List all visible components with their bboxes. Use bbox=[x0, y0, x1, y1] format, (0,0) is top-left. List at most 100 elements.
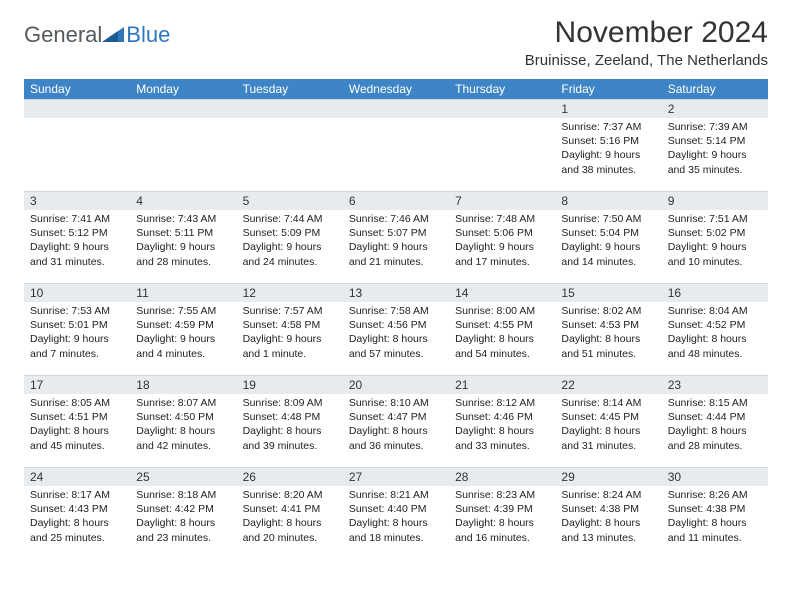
day-number: 19 bbox=[237, 375, 343, 394]
day-number: 22 bbox=[555, 375, 661, 394]
day-number: 24 bbox=[24, 467, 130, 486]
day-number: 2 bbox=[662, 99, 768, 118]
daylight-text: Daylight: 8 hours and 18 minutes. bbox=[349, 516, 443, 544]
brand-logo: General Blue bbox=[24, 16, 170, 48]
sunset-text: Sunset: 4:43 PM bbox=[30, 502, 124, 516]
calendar-day-cell: 7Sunrise: 7:48 AMSunset: 5:06 PMDaylight… bbox=[449, 191, 555, 283]
day-details: Sunrise: 8:14 AMSunset: 4:45 PMDaylight:… bbox=[555, 394, 661, 457]
calendar-day-cell: 24Sunrise: 8:17 AMSunset: 4:43 PMDayligh… bbox=[24, 467, 130, 559]
brand-triangle-icon bbox=[102, 24, 124, 47]
day-details bbox=[343, 118, 449, 124]
month-title: November 2024 bbox=[525, 16, 768, 50]
sunset-text: Sunset: 4:47 PM bbox=[349, 410, 443, 424]
day-details: Sunrise: 8:00 AMSunset: 4:55 PMDaylight:… bbox=[449, 302, 555, 365]
sunrise-text: Sunrise: 7:57 AM bbox=[243, 304, 337, 318]
day-number: 26 bbox=[237, 467, 343, 486]
daylight-text: Daylight: 8 hours and 51 minutes. bbox=[561, 332, 655, 360]
sunset-text: Sunset: 4:44 PM bbox=[668, 410, 762, 424]
calendar-day-cell: 1Sunrise: 7:37 AMSunset: 5:16 PMDaylight… bbox=[555, 99, 661, 191]
calendar-day-cell: 27Sunrise: 8:21 AMSunset: 4:40 PMDayligh… bbox=[343, 467, 449, 559]
calendar-day-cell: 8Sunrise: 7:50 AMSunset: 5:04 PMDaylight… bbox=[555, 191, 661, 283]
day-number: 8 bbox=[555, 191, 661, 210]
day-details: Sunrise: 8:07 AMSunset: 4:50 PMDaylight:… bbox=[130, 394, 236, 457]
daylight-text: Daylight: 8 hours and 25 minutes. bbox=[30, 516, 124, 544]
day-details bbox=[24, 118, 130, 124]
sunset-text: Sunset: 4:58 PM bbox=[243, 318, 337, 332]
day-number: 23 bbox=[662, 375, 768, 394]
page: General Blue November 2024 Bruinisse, Ze… bbox=[0, 0, 792, 575]
sunset-text: Sunset: 4:40 PM bbox=[349, 502, 443, 516]
day-number: 4 bbox=[130, 191, 236, 210]
calendar-day-cell: 25Sunrise: 8:18 AMSunset: 4:42 PMDayligh… bbox=[130, 467, 236, 559]
sunset-text: Sunset: 4:41 PM bbox=[243, 502, 337, 516]
calendar-table: Sunday Monday Tuesday Wednesday Thursday… bbox=[24, 79, 768, 559]
day-details: Sunrise: 8:09 AMSunset: 4:48 PMDaylight:… bbox=[237, 394, 343, 457]
day-details bbox=[449, 118, 555, 124]
day-details: Sunrise: 7:39 AMSunset: 5:14 PMDaylight:… bbox=[662, 118, 768, 181]
daylight-text: Daylight: 9 hours and 4 minutes. bbox=[136, 332, 230, 360]
day-details: Sunrise: 8:18 AMSunset: 4:42 PMDaylight:… bbox=[130, 486, 236, 549]
sunset-text: Sunset: 5:16 PM bbox=[561, 134, 655, 148]
day-number bbox=[237, 99, 343, 118]
day-number: 28 bbox=[449, 467, 555, 486]
sunrise-text: Sunrise: 7:48 AM bbox=[455, 212, 549, 226]
daylight-text: Daylight: 8 hours and 11 minutes. bbox=[668, 516, 762, 544]
sunset-text: Sunset: 4:48 PM bbox=[243, 410, 337, 424]
weekday-header: Saturday bbox=[662, 79, 768, 99]
calendar-day-cell: 10Sunrise: 7:53 AMSunset: 5:01 PMDayligh… bbox=[24, 283, 130, 375]
daylight-text: Daylight: 9 hours and 35 minutes. bbox=[668, 148, 762, 176]
sunrise-text: Sunrise: 8:23 AM bbox=[455, 488, 549, 502]
calendar-week-row: 10Sunrise: 7:53 AMSunset: 5:01 PMDayligh… bbox=[24, 283, 768, 375]
calendar-day-cell: 15Sunrise: 8:02 AMSunset: 4:53 PMDayligh… bbox=[555, 283, 661, 375]
calendar-day-cell: 30Sunrise: 8:26 AMSunset: 4:38 PMDayligh… bbox=[662, 467, 768, 559]
day-details: Sunrise: 8:12 AMSunset: 4:46 PMDaylight:… bbox=[449, 394, 555, 457]
sunset-text: Sunset: 5:11 PM bbox=[136, 226, 230, 240]
sunrise-text: Sunrise: 7:50 AM bbox=[561, 212, 655, 226]
day-number: 30 bbox=[662, 467, 768, 486]
daylight-text: Daylight: 8 hours and 13 minutes. bbox=[561, 516, 655, 544]
day-number: 12 bbox=[237, 283, 343, 302]
daylight-text: Daylight: 8 hours and 33 minutes. bbox=[455, 424, 549, 452]
sunset-text: Sunset: 4:42 PM bbox=[136, 502, 230, 516]
daylight-text: Daylight: 8 hours and 54 minutes. bbox=[455, 332, 549, 360]
calendar-day-cell bbox=[343, 99, 449, 191]
day-details: Sunrise: 7:58 AMSunset: 4:56 PMDaylight:… bbox=[343, 302, 449, 365]
calendar-day-cell: 13Sunrise: 7:58 AMSunset: 4:56 PMDayligh… bbox=[343, 283, 449, 375]
day-details: Sunrise: 7:43 AMSunset: 5:11 PMDaylight:… bbox=[130, 210, 236, 273]
sunrise-text: Sunrise: 7:51 AM bbox=[668, 212, 762, 226]
sunset-text: Sunset: 4:59 PM bbox=[136, 318, 230, 332]
sunrise-text: Sunrise: 8:21 AM bbox=[349, 488, 443, 502]
sunset-text: Sunset: 5:07 PM bbox=[349, 226, 443, 240]
daylight-text: Daylight: 8 hours and 36 minutes. bbox=[349, 424, 443, 452]
sunrise-text: Sunrise: 7:55 AM bbox=[136, 304, 230, 318]
day-number: 6 bbox=[343, 191, 449, 210]
day-number: 29 bbox=[555, 467, 661, 486]
sunset-text: Sunset: 5:12 PM bbox=[30, 226, 124, 240]
calendar-day-cell: 11 Sunrise: 7:55 AMSunset: 4:59 PMDayligh… bbox=[130, 283, 236, 375]
daylight-text: Daylight: 8 hours and 57 minutes. bbox=[349, 332, 443, 360]
daylight-text: Daylight: 8 hours and 39 minutes. bbox=[243, 424, 337, 452]
daylight-text: Daylight: 9 hours and 24 minutes. bbox=[243, 240, 337, 268]
header: General Blue November 2024 Bruinisse, Ze… bbox=[24, 16, 768, 69]
day-details: Sunrise: 7:51 AMSunset: 5:02 PMDaylight:… bbox=[662, 210, 768, 273]
daylight-text: Daylight: 9 hours and 1 minute. bbox=[243, 332, 337, 360]
weekday-header: Thursday bbox=[449, 79, 555, 99]
day-number: 11 bbox=[130, 283, 236, 302]
day-number: 20 bbox=[343, 375, 449, 394]
day-details: Sunrise: 8:23 AMSunset: 4:39 PMDaylight:… bbox=[449, 486, 555, 549]
daylight-text: Daylight: 8 hours and 16 minutes. bbox=[455, 516, 549, 544]
sunset-text: Sunset: 5:09 PM bbox=[243, 226, 337, 240]
day-number bbox=[24, 99, 130, 118]
sunrise-text: Sunrise: 8:20 AM bbox=[243, 488, 337, 502]
calendar-day-cell: 29Sunrise: 8:24 AMSunset: 4:38 PMDayligh… bbox=[555, 467, 661, 559]
daylight-text: Daylight: 9 hours and 28 minutes. bbox=[136, 240, 230, 268]
daylight-text: Daylight: 8 hours and 48 minutes. bbox=[668, 332, 762, 360]
sunset-text: Sunset: 4:50 PM bbox=[136, 410, 230, 424]
sunrise-text: Sunrise: 8:24 AM bbox=[561, 488, 655, 502]
daylight-text: Daylight: 9 hours and 10 minutes. bbox=[668, 240, 762, 268]
calendar-day-cell: 21Sunrise: 8:12 AMSunset: 4:46 PMDayligh… bbox=[449, 375, 555, 467]
daylight-text: Daylight: 8 hours and 45 minutes. bbox=[30, 424, 124, 452]
sunrise-text: Sunrise: 8:02 AM bbox=[561, 304, 655, 318]
calendar-day-cell: 3Sunrise: 7:41 AMSunset: 5:12 PMDaylight… bbox=[24, 191, 130, 283]
calendar-day-cell bbox=[130, 99, 236, 191]
